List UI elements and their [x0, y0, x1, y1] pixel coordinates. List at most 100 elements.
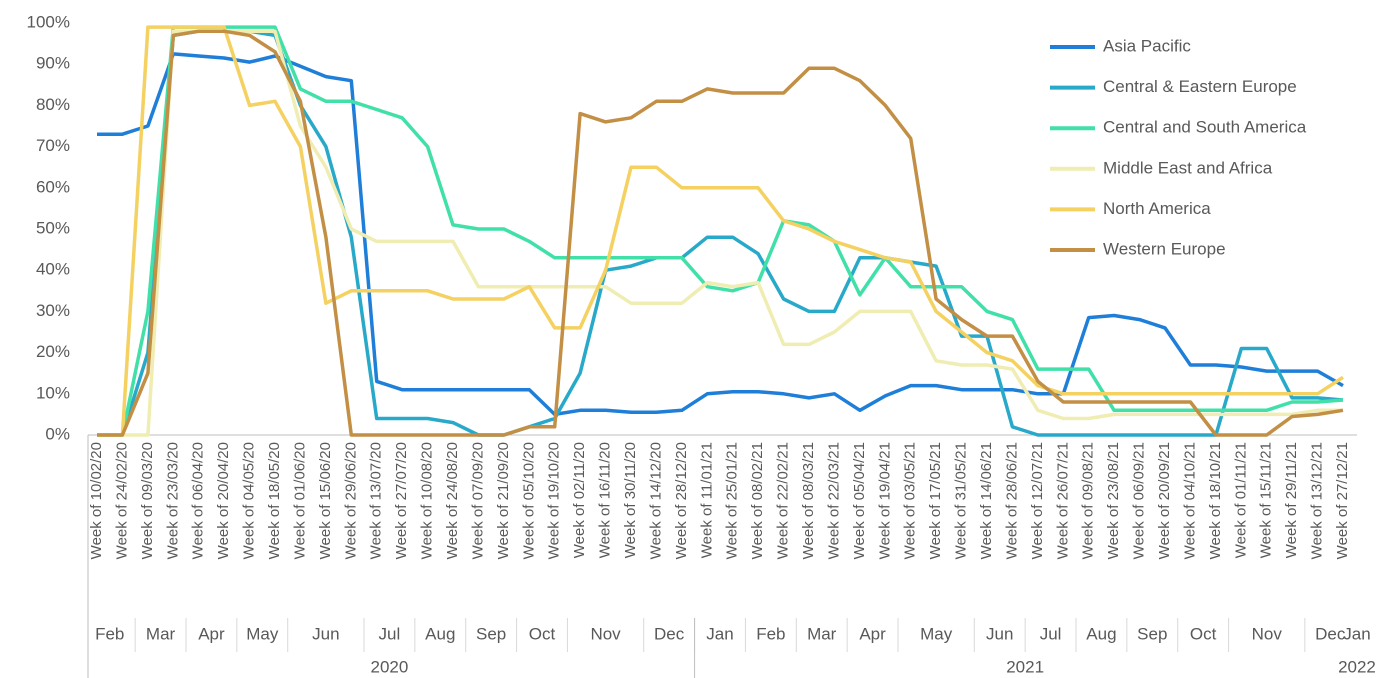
x-tick-label: Week of 19/04/21 [876, 442, 893, 559]
x-tick-label: Week of 10/08/20 [419, 442, 436, 559]
legend-label: Asia Pacific [1103, 36, 1191, 55]
series-line [97, 29, 1344, 437]
x-tick-label: Week of 04/05/20 [241, 442, 258, 559]
x-tick-label: Week of 13/07/20 [368, 442, 385, 559]
month-label: Sep [476, 624, 506, 643]
x-tick-label: Week of 09/08/21 [1080, 442, 1097, 559]
month-label: Oct [529, 624, 556, 643]
x-tick-label: Week of 27/07/20 [393, 442, 410, 559]
series-line [97, 52, 1344, 417]
month-label: May [246, 624, 279, 643]
year-label: 2022 [1338, 657, 1376, 676]
month-label: Jan [1343, 624, 1370, 643]
x-tick-label: Week of 18/05/20 [266, 442, 283, 559]
x-tick-label: Week of 23/08/21 [1105, 442, 1122, 559]
y-tick-label: 100% [27, 12, 70, 31]
month-label: Jul [1040, 624, 1062, 643]
y-tick-label: 50% [36, 218, 70, 237]
x-tick-label: Week of 27/12/21 [1334, 442, 1351, 559]
x-tick-label: Week of 16/11/20 [597, 442, 614, 558]
x-tick-label: Week of 06/04/20 [190, 442, 207, 559]
x-tick-label: Week of 19/10/20 [546, 442, 563, 559]
series-line [97, 25, 1344, 437]
x-tick-label: Week of 11/01/21 [698, 442, 715, 558]
y-tick-label: 30% [36, 301, 70, 320]
x-tick-label: Week of 24/08/20 [444, 442, 461, 559]
month-label: Dec [1315, 624, 1346, 643]
month-label: Oct [1190, 624, 1217, 643]
y-tick-label: 40% [36, 260, 70, 279]
x-tick-label: Week of 24/02/20 [113, 442, 130, 559]
x-tick-label: Week of 31/05/21 [953, 442, 970, 559]
month-label: Jul [379, 624, 401, 643]
x-tick-label: Week of 20/04/20 [215, 442, 232, 559]
series-line [97, 25, 1344, 437]
x-tick-label: Week of 05/04/21 [851, 442, 868, 559]
legend-label: Middle East and Africa [1103, 158, 1273, 177]
x-tick-label: Week of 14/06/21 [978, 442, 995, 559]
y-tick-label: 0% [45, 424, 70, 443]
x-tick-label: Week of 26/07/21 [1054, 442, 1071, 559]
x-tick-label: Week of 04/10/21 [1181, 442, 1198, 559]
x-tick-label: Week of 08/02/21 [749, 442, 766, 559]
month-label: May [920, 624, 953, 643]
x-tick-label: Week of 22/02/21 [775, 442, 792, 559]
x-tick-label: Week of 29/06/20 [342, 442, 359, 559]
month-label: Aug [1086, 624, 1116, 643]
legend-label: North America [1103, 199, 1211, 218]
month-label: Jan [706, 624, 733, 643]
x-tick-label: Week of 18/10/21 [1207, 442, 1224, 559]
month-label: Nov [1252, 624, 1283, 643]
x-tick-label: Week of 28/06/21 [1003, 442, 1020, 559]
y-tick-label: 10% [36, 383, 70, 402]
month-label: Apr [859, 624, 886, 643]
month-label: Jun [986, 624, 1013, 643]
x-tick-label: Week of 20/09/21 [1156, 442, 1173, 559]
x-tick-label: Week of 15/06/20 [317, 442, 334, 559]
month-label: Nov [590, 624, 621, 643]
x-tick-label: Week of 13/12/21 [1309, 442, 1326, 559]
x-tick-label: Week of 01/11/21 [1232, 442, 1249, 558]
x-tick-label: Week of 23/03/20 [164, 442, 181, 559]
month-label: Feb [95, 624, 124, 643]
month-label: Sep [1137, 624, 1167, 643]
month-label: Feb [756, 624, 785, 643]
month-label: Apr [198, 624, 225, 643]
x-tick-label: Week of 03/05/21 [902, 442, 919, 559]
x-tick-label: Week of 29/11/21 [1283, 442, 1300, 558]
legend-box [1037, 27, 1367, 275]
y-tick-label: 70% [36, 136, 70, 155]
x-tick-label: Week of 22/03/21 [825, 442, 842, 559]
x-tick-label: Week of 05/10/20 [520, 442, 537, 559]
x-tick-label: Week of 12/07/21 [1029, 442, 1046, 559]
legend-label: Western Europe [1103, 239, 1226, 258]
x-tick-label: Week of 17/05/21 [927, 442, 944, 559]
legend-label: Central & Eastern Europe [1103, 77, 1297, 96]
month-label: Jun [312, 624, 339, 643]
series-line [97, 29, 1344, 437]
x-tick-label: Week of 14/12/20 [647, 442, 664, 559]
x-tick-label: Week of 21/09/20 [495, 442, 512, 559]
year-label: 2020 [371, 657, 409, 676]
year-label: 2021 [1006, 657, 1044, 676]
x-tick-label: Week of 08/03/21 [800, 442, 817, 559]
month-label: Aug [425, 624, 455, 643]
month-label: Mar [807, 624, 837, 643]
x-tick-label: Week of 25/01/21 [724, 442, 741, 559]
x-tick-label: Week of 07/09/20 [469, 442, 486, 559]
x-tick-label: Week of 06/09/21 [1131, 442, 1148, 559]
y-tick-label: 60% [36, 177, 70, 196]
y-tick-label: 20% [36, 342, 70, 361]
month-label: Mar [146, 624, 176, 643]
x-tick-label: Week of 01/06/20 [291, 442, 308, 559]
y-tick-label: 80% [36, 95, 70, 114]
x-tick-label: Week of 30/11/20 [622, 442, 639, 558]
x-tick-label: Week of 09/03/20 [139, 442, 156, 559]
x-tick-label: Week of 28/12/20 [673, 442, 690, 559]
month-label: Dec [654, 624, 685, 643]
x-tick-label: Week of 02/11/20 [571, 442, 588, 558]
x-tick-label: Week of 15/11/21 [1258, 442, 1275, 558]
x-tick-label: Week of 10/02/20 [88, 442, 105, 559]
legend-label: Central and South America [1103, 118, 1307, 137]
